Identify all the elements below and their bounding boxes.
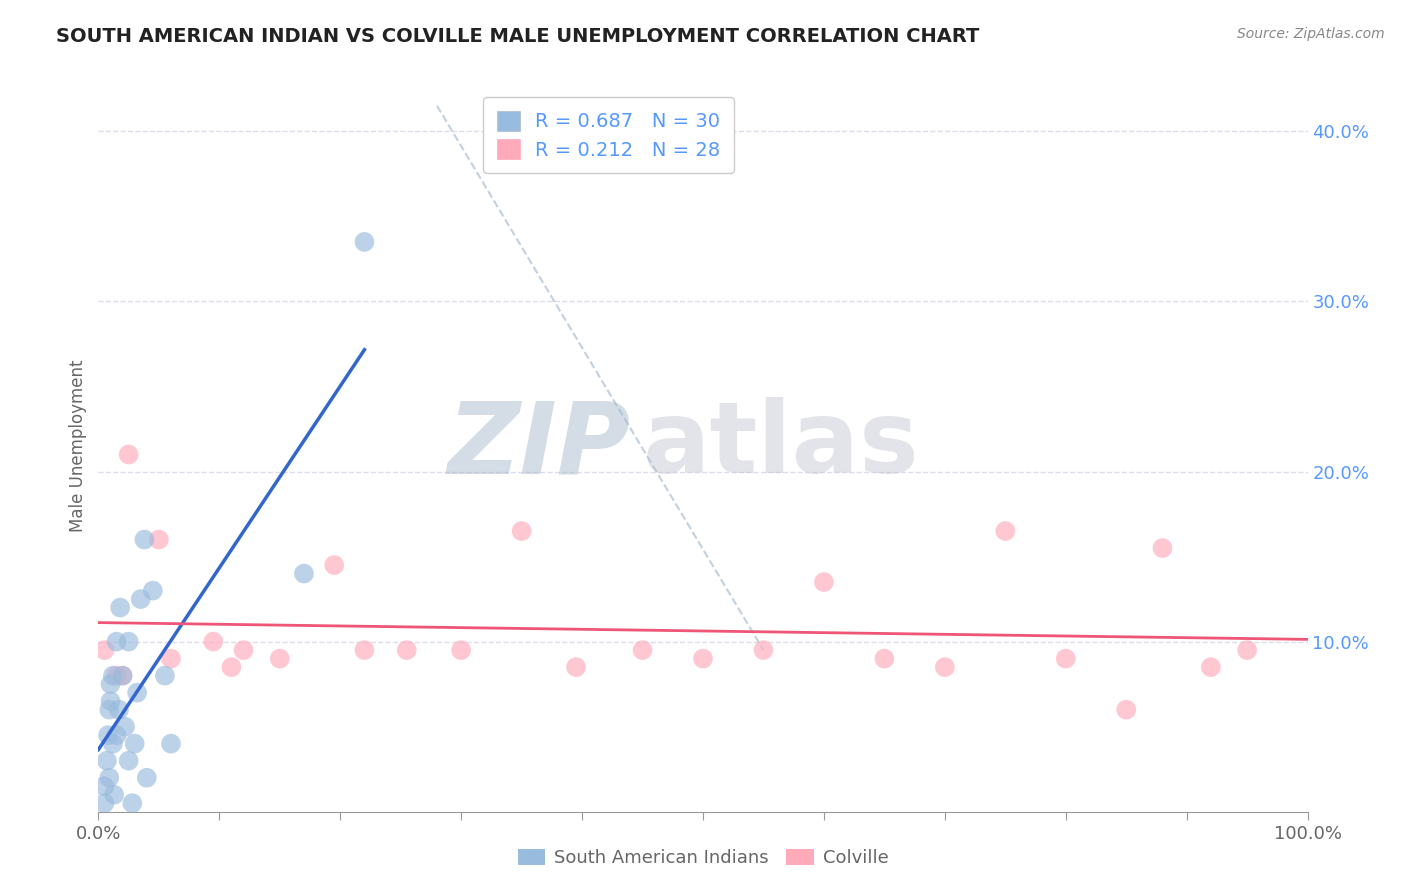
Point bbox=[1054, 651, 1077, 665]
Point bbox=[97, 728, 120, 742]
Point bbox=[121, 796, 143, 810]
Legend: R = 0.687   N = 30, R = 0.212   N = 28: R = 0.687 N = 30, R = 0.212 N = 28 bbox=[484, 97, 734, 173]
Point bbox=[1236, 643, 1258, 657]
Point bbox=[232, 643, 254, 657]
Point bbox=[353, 235, 375, 249]
Point bbox=[873, 651, 896, 665]
Point bbox=[105, 634, 128, 648]
Y-axis label: Male Unemployment: Male Unemployment bbox=[69, 359, 87, 533]
Point bbox=[395, 643, 418, 657]
Point bbox=[292, 566, 315, 581]
Point bbox=[1199, 660, 1222, 674]
Point bbox=[108, 703, 131, 717]
Point bbox=[1115, 703, 1137, 717]
Point bbox=[103, 788, 125, 802]
Text: Source: ZipAtlas.com: Source: ZipAtlas.com bbox=[1237, 27, 1385, 41]
Point bbox=[142, 583, 165, 598]
Point bbox=[1152, 541, 1174, 555]
Point bbox=[111, 668, 134, 682]
Point bbox=[565, 660, 588, 674]
Point bbox=[221, 660, 243, 674]
Point bbox=[101, 737, 124, 751]
Point bbox=[353, 643, 375, 657]
Point bbox=[118, 448, 141, 462]
Point bbox=[101, 668, 124, 682]
Point bbox=[100, 694, 122, 708]
Point bbox=[105, 728, 128, 742]
Point bbox=[108, 600, 131, 615]
Point bbox=[118, 754, 141, 768]
Point bbox=[631, 643, 654, 657]
Point bbox=[752, 643, 775, 657]
Point bbox=[135, 771, 157, 785]
Point bbox=[160, 737, 183, 751]
Point bbox=[934, 660, 956, 674]
Point bbox=[105, 668, 128, 682]
Point bbox=[450, 643, 472, 657]
Point bbox=[510, 524, 533, 538]
Text: ZIP: ZIP bbox=[447, 398, 630, 494]
Point bbox=[93, 643, 115, 657]
Text: SOUTH AMERICAN INDIAN VS COLVILLE MALE UNEMPLOYMENT CORRELATION CHART: SOUTH AMERICAN INDIAN VS COLVILLE MALE U… bbox=[56, 27, 980, 45]
Point bbox=[994, 524, 1017, 538]
Point bbox=[127, 686, 149, 700]
Text: atlas: atlas bbox=[643, 398, 920, 494]
Point bbox=[269, 651, 291, 665]
Point bbox=[111, 668, 134, 682]
Point bbox=[114, 720, 136, 734]
Point bbox=[100, 677, 122, 691]
Legend: South American Indians, Colville: South American Indians, Colville bbox=[510, 841, 896, 874]
Point bbox=[98, 771, 121, 785]
Point bbox=[124, 737, 146, 751]
Point bbox=[98, 703, 121, 717]
Point bbox=[148, 533, 170, 547]
Point bbox=[153, 668, 176, 682]
Point bbox=[93, 779, 115, 793]
Point bbox=[93, 796, 115, 810]
Point bbox=[118, 634, 141, 648]
Point bbox=[129, 592, 152, 607]
Point bbox=[96, 754, 118, 768]
Point bbox=[323, 558, 346, 572]
Point bbox=[813, 575, 835, 590]
Point bbox=[202, 634, 225, 648]
Point bbox=[134, 533, 156, 547]
Point bbox=[692, 651, 714, 665]
Point bbox=[160, 651, 183, 665]
